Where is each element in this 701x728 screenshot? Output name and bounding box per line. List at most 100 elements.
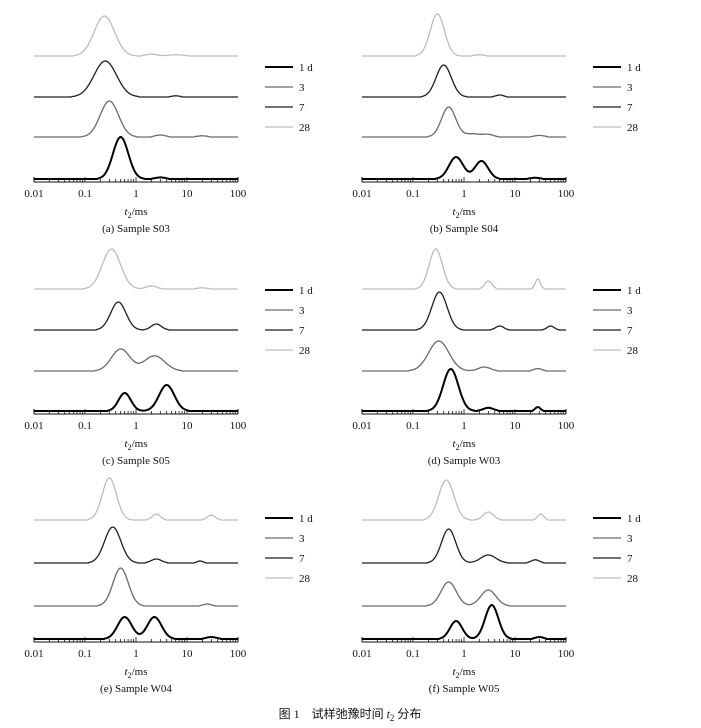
x-tick-label: 0.01 — [352, 648, 371, 660]
x-label-unit: /ms — [132, 438, 148, 450]
series-line-7 — [362, 291, 566, 331]
legend: 1 d 3 7 28 — [593, 285, 641, 357]
x-label-sub: 2 — [456, 443, 460, 452]
panel-2: 0.01 0.1 1 10 100 t2/ms (b) Sample S04 1 d 3 7 28 — [352, 13, 641, 235]
legend-label: 28 — [627, 573, 639, 585]
x-axis-label: t2/ms — [453, 666, 476, 680]
legend-label: 3 — [299, 305, 305, 317]
legend-label: 7 — [627, 325, 633, 337]
x-tick-label: 1 — [133, 420, 139, 432]
legend-label: 1 d — [299, 62, 313, 74]
series-line-1d — [362, 603, 566, 640]
x-label-unit: /ms — [132, 666, 148, 678]
x-label-sub: 2 — [456, 211, 460, 220]
x-tick-label: 0.01 — [24, 188, 43, 200]
x-tick-label: 0.01 — [352, 188, 371, 200]
series-line-3 — [34, 100, 238, 138]
legend-label: 1 d — [627, 62, 641, 74]
series-line-28 — [34, 477, 238, 521]
legend-label: 3 — [627, 82, 633, 94]
x-label-unit: /ms — [460, 666, 476, 678]
panel-caption: (b) Sample S04 — [430, 223, 499, 235]
panel-caption: (d) Sample W03 — [428, 455, 501, 467]
x-tick-label: 1 — [461, 420, 467, 432]
legend-label: 3 — [299, 82, 305, 94]
series-line-1d — [34, 135, 238, 180]
legend: 1 d 3 7 28 — [265, 62, 313, 134]
x-tick-label: 0.01 — [24, 648, 43, 660]
series-line-1d — [362, 155, 566, 180]
series-line-3 — [362, 106, 566, 138]
panel-1: 0.01 0.1 1 10 100 t2/ms (a) Sample S03 1 d 3 7 28 — [24, 15, 313, 235]
x-tick-label: 1 — [461, 648, 467, 660]
x-label-var: t — [453, 666, 457, 678]
x-axis-label: t2/ms — [125, 206, 148, 220]
legend-label: 7 — [627, 553, 633, 565]
series-line-3 — [362, 340, 566, 372]
x-label-sub: 2 — [456, 671, 460, 680]
x-tick-label: 1 — [133, 648, 139, 660]
legend-label: 1 d — [299, 285, 313, 297]
x-tick-label: 0.01 — [352, 420, 371, 432]
legend-label: 28 — [299, 345, 311, 357]
x-tick-label: 10 — [182, 420, 194, 432]
x-tick-label: 10 — [510, 188, 522, 200]
x-label-sub: 2 — [128, 443, 132, 452]
x-axis-label: t2/ms — [453, 438, 476, 452]
x-tick-label: 100 — [558, 648, 575, 660]
panel-caption: (e) Sample W04 — [100, 683, 172, 695]
legend-label: 7 — [299, 102, 305, 114]
series-line-1d — [34, 383, 238, 412]
legend-label: 28 — [627, 345, 639, 357]
panel-6: 0.01 0.1 1 10 100 t2/ms (f) Sample W05 1 d 3 7 28 — [352, 479, 641, 695]
figure-caption: 图 1 试样弛豫时间 t2 分布 — [279, 706, 422, 723]
panel-3: 0.01 0.1 1 10 100 t2/ms (c) Sample S05 1 d 3 7 28 — [24, 248, 313, 467]
x-label-unit: /ms — [132, 206, 148, 218]
series-line-3 — [34, 348, 238, 372]
series-line-1d — [362, 367, 566, 412]
figure-caption-suffix: 分布 — [394, 707, 421, 721]
figure-caption-sub: 2 — [390, 713, 395, 723]
series-line-3 — [362, 581, 566, 607]
x-label-var: t — [125, 206, 129, 218]
panel-caption: (a) Sample S03 — [102, 223, 170, 235]
x-tick-label: 0.01 — [24, 420, 43, 432]
x-tick-label: 100 — [558, 420, 575, 432]
series-line-7 — [34, 60, 238, 98]
legend-label: 3 — [627, 533, 633, 545]
legend-label: 28 — [627, 122, 639, 134]
legend-label: 1 d — [627, 513, 641, 525]
x-tick-label: 10 — [510, 420, 522, 432]
series-line-7 — [34, 526, 238, 564]
x-tick-label: 1 — [461, 188, 467, 200]
legend-label: 3 — [627, 305, 633, 317]
x-tick-label: 0.1 — [78, 648, 92, 660]
series-line-28 — [362, 13, 566, 57]
series-line-7 — [362, 64, 566, 98]
x-label-var: t — [125, 666, 129, 678]
series-line-1d — [34, 615, 238, 640]
x-tick-label: 10 — [182, 648, 194, 660]
x-label-unit: /ms — [460, 206, 476, 218]
series-line-28 — [34, 248, 238, 290]
figure-caption-var: t — [387, 707, 391, 721]
legend-label: 1 d — [627, 285, 641, 297]
series-line-28 — [362, 248, 566, 290]
x-tick-label: 100 — [230, 188, 247, 200]
panel-4: 0.01 0.1 1 10 100 t2/ms (d) Sample W03 1 d 3 7 28 — [352, 248, 641, 467]
x-axis-label: t2/ms — [453, 206, 476, 220]
panel-5: 0.01 0.1 1 10 100 t2/ms (e) Sample W04 1 d 3 7 28 — [24, 477, 313, 695]
x-tick-label: 0.1 — [406, 648, 420, 660]
x-label-unit: /ms — [460, 438, 476, 450]
x-tick-label: 0.1 — [406, 420, 420, 432]
legend-label: 28 — [299, 122, 311, 134]
x-label-sub: 2 — [128, 671, 132, 680]
series-line-3 — [34, 567, 238, 607]
legend-label: 7 — [299, 553, 305, 565]
x-label-var: t — [453, 438, 457, 450]
legend: 1 d 3 7 28 — [265, 513, 313, 585]
series-line-7 — [362, 528, 566, 564]
x-axis-label: t2/ms — [125, 666, 148, 680]
legend-label: 1 d — [299, 513, 313, 525]
